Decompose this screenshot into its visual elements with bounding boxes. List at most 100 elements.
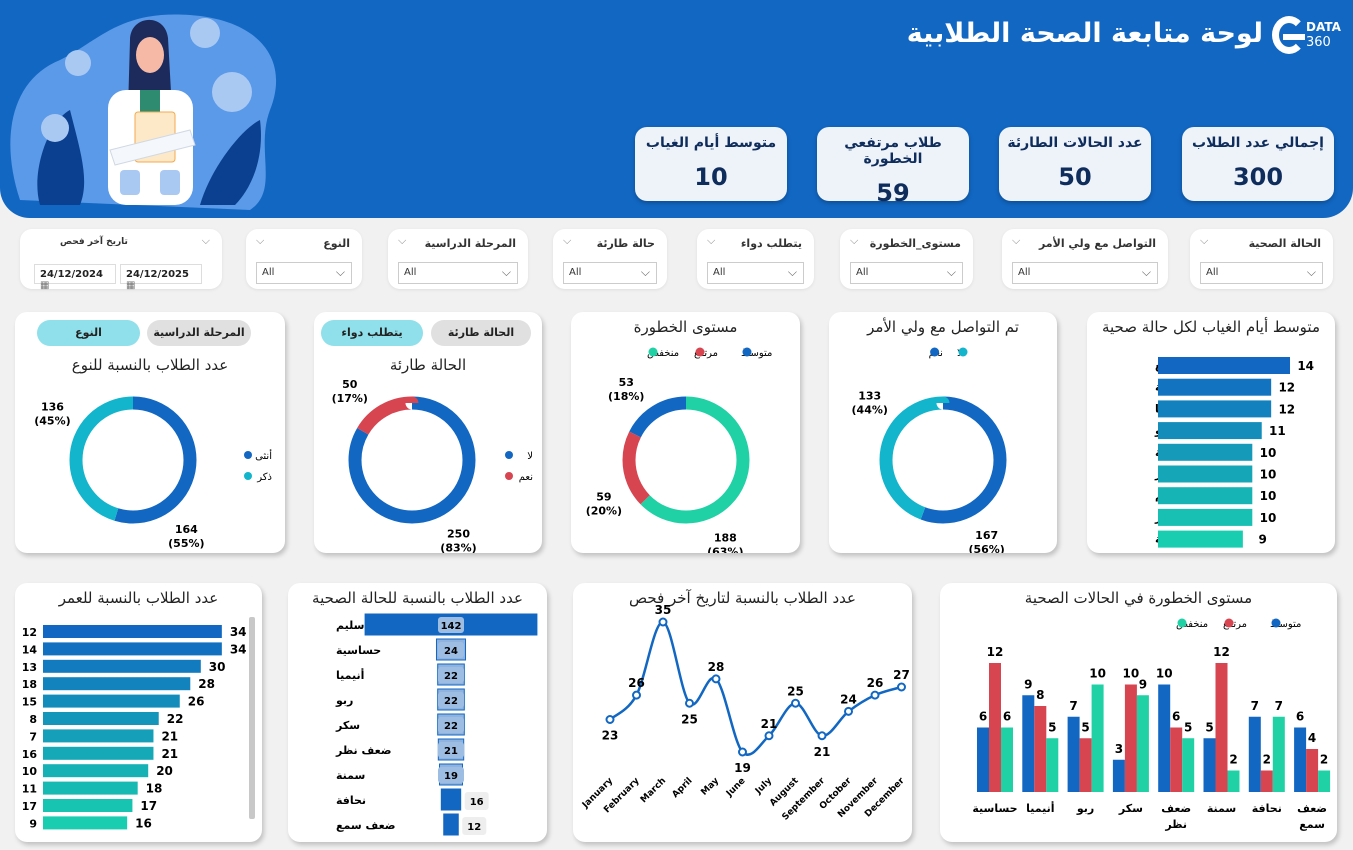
data-label: 24 (840, 692, 857, 706)
chevron-down-icon[interactable]: ⌵ (1012, 234, 1021, 247)
chevron-down-icon[interactable]: ⌵ (398, 234, 407, 247)
chart-title: مستوى الخطورة في الحالات الصحية (1024, 589, 1253, 607)
data-label: 8 (1036, 688, 1044, 702)
slicer-1: النوع ⌵ All ⌵ (246, 229, 362, 289)
data-label: 10 (1260, 468, 1277, 482)
bar (1158, 378, 1272, 396)
slicer-dropdown[interactable]: All ⌵ (398, 262, 518, 284)
toggle-needs-medication[interactable]: يتطلب دواء (321, 320, 423, 346)
chevron-down-icon[interactable]: ⌵ (201, 234, 210, 247)
data-label: 34 (230, 625, 247, 639)
category-label: نحافة (336, 794, 366, 807)
chevron-down-icon[interactable]: ⌵ (850, 234, 859, 247)
data-label: 164 (175, 523, 198, 536)
legend-marker (695, 347, 705, 357)
calendar-icon[interactable]: ▦ (40, 280, 50, 291)
data-label: 50 (342, 378, 358, 391)
chevron-down-icon: ⌵ (335, 265, 345, 279)
slicer-dropdown[interactable]: All ⌵ (1200, 262, 1323, 284)
slicer-dropdown[interactable]: All ⌵ (563, 262, 657, 284)
legend-label: أنثى (255, 449, 272, 462)
kpi-label: إجمالي عدد الطلاب (1192, 135, 1324, 151)
date-slicer-label: تاريخ آخر فحص (60, 237, 128, 247)
kpi-emergency-cases: عدد الحالات الطارئة 50 (999, 127, 1151, 201)
slicer-dropdown[interactable]: All ⌵ (850, 262, 963, 284)
donut-slice (879, 396, 1007, 524)
bar (43, 694, 180, 708)
date-to-input[interactable]: 24/12/2025 ▦ (120, 264, 202, 291)
data-label: 6 (1172, 710, 1180, 724)
data-label-box (438, 767, 464, 783)
kpi-avg-absence: متوسط أيام الغياب 10 (635, 127, 787, 201)
data-label: 10 (1156, 667, 1173, 681)
legend-label: مرتفع (694, 348, 718, 359)
legend-label: منخفض (1176, 619, 1208, 630)
date-from-input[interactable]: 24/12/2024 ▦ (34, 264, 116, 291)
bar (440, 788, 462, 811)
category-label: 9 (29, 817, 37, 830)
calendar-icon[interactable]: ▦ (126, 280, 136, 291)
data-label: 12 (467, 822, 481, 833)
data-label: 5 (1184, 720, 1192, 734)
toggle-emergency[interactable]: الحالة طارئة (431, 320, 531, 346)
slicer-dropdown[interactable]: All ⌵ (707, 262, 804, 284)
bar (1158, 400, 1272, 418)
data-point (817, 731, 827, 741)
data-label: (44%) (852, 404, 888, 417)
toggle-gender[interactable]: النوع (37, 320, 140, 346)
bar (1227, 770, 1240, 792)
slicer-label: المرحلة الدراسية (424, 237, 516, 250)
data-label: 12 (987, 645, 1004, 659)
data-label: (45%) (34, 415, 70, 428)
data-label: 250 (447, 528, 470, 541)
data-label: 12 (1278, 402, 1295, 416)
slicer-value: All (713, 267, 726, 278)
slicer-dropdown[interactable]: All ⌵ (256, 262, 352, 284)
age-bar-card: عدد الطلاب بالنسبة للعمر 12 34 14 34 13 30 18 2… (15, 583, 262, 842)
chevron-down-icon: ⌵ (787, 265, 797, 279)
chevron-down-icon: ⌵ (1141, 265, 1151, 279)
legend-marker (1271, 618, 1281, 628)
bar (1034, 706, 1047, 792)
category-label: سمنة (336, 769, 365, 782)
slicer-label: مستوى_الخطورة (869, 237, 961, 250)
kpi-value: 59 (876, 179, 910, 207)
chevron-down-icon[interactable]: ⌵ (1200, 234, 1209, 247)
toggle-grade-level[interactable]: المرحلة الدراسية (147, 320, 251, 346)
data-label: 27 (893, 668, 910, 682)
bar (1260, 770, 1273, 792)
chart-title: متوسط أيام الغياب لكل حالة صحية (1101, 318, 1320, 336)
bar (43, 816, 128, 830)
data-label: 10 (1260, 489, 1277, 503)
legend-marker (958, 347, 968, 357)
bar (1170, 727, 1183, 792)
bar (43, 677, 191, 691)
data-label: 12 (1213, 645, 1230, 659)
data-label: 21 (161, 747, 178, 761)
chevron-down-icon[interactable]: ⌵ (256, 234, 265, 247)
data-label: 26 (628, 676, 645, 690)
slicer-dropdown[interactable]: All ⌵ (1012, 262, 1158, 284)
risk-condition-card: مستوى الخطورة في الحالات الصحية متوسط مرت… (940, 583, 1337, 842)
data-label-box (438, 617, 464, 633)
category-label: 18 (22, 678, 37, 691)
monthly-line-card: عدد الطلاب بالنسبة لتاريخ آخر فحص 23 Janu… (573, 583, 912, 842)
scrollbar[interactable] (249, 617, 255, 819)
chevron-down-icon[interactable]: ⌵ (707, 234, 716, 247)
category-label: ضعف سمع (336, 819, 395, 832)
category-label: ضعف (1297, 802, 1327, 815)
data-label: 21 (814, 745, 831, 759)
chevron-down-icon[interactable]: ⌵ (563, 234, 572, 247)
bar (1248, 716, 1261, 792)
legend-label: ذكر (256, 472, 272, 483)
legend-marker (244, 472, 252, 480)
data-label-box (438, 742, 464, 758)
data-label: 6 (979, 710, 987, 724)
data-label: 22 (444, 721, 458, 732)
category-label: 17 (22, 800, 37, 813)
data-label: 19 (734, 761, 751, 775)
data-label-box (462, 817, 487, 835)
data-point (791, 698, 800, 708)
legend-marker (648, 347, 658, 357)
